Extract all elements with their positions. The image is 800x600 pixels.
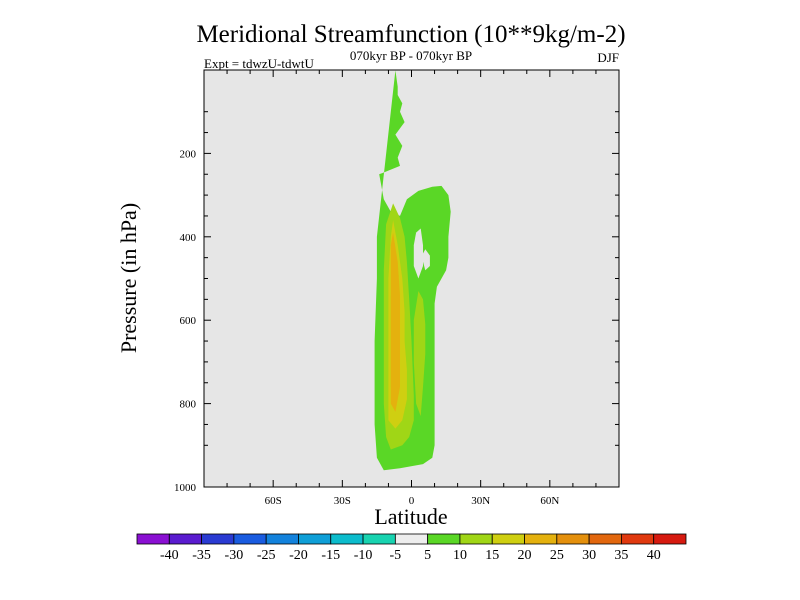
y-axis-label: Pressure (in hPa) xyxy=(116,203,141,353)
y-tick-label: 800 xyxy=(180,399,197,411)
axis-tick-labels: 60S 30S 0 30N 60N 200 400 600 800 1000 xyxy=(174,148,559,507)
colorbar-label: 30 xyxy=(582,548,596,563)
x-tick-label: 30N xyxy=(471,495,490,507)
colorbar-label: 20 xyxy=(518,548,532,563)
x-tick-label: 30S xyxy=(334,495,351,507)
colorbar-swatch xyxy=(459,533,493,545)
colorbar-label: -10 xyxy=(354,548,373,563)
contour-region-4 xyxy=(413,291,426,417)
colorbar-swatch xyxy=(491,533,525,545)
colorbar-swatch xyxy=(201,533,235,545)
colorbar-swatch xyxy=(524,533,558,545)
colorbar-swatch xyxy=(136,533,170,545)
colorbar-label: -20 xyxy=(289,548,308,563)
colorbar-swatch xyxy=(621,533,655,545)
colorbar: -40 -35 -30 -25 -20 -15 -10 -5 5 10 15 20 25 30 35 40 xyxy=(136,533,687,563)
y-tick-label: 400 xyxy=(180,232,197,244)
colorbar-label: -25 xyxy=(257,548,276,563)
colorbar-swatch xyxy=(588,533,622,545)
experiment-label: Expt = tdwzU-tdwtU xyxy=(204,56,314,71)
y-tick-label: 200 xyxy=(180,148,197,160)
x-tick-label: 0 xyxy=(409,495,415,507)
x-tick-label: 60S xyxy=(265,495,282,507)
axis-ticks xyxy=(204,70,619,487)
colorbar-label: -35 xyxy=(192,548,211,563)
colorbar-label: -5 xyxy=(390,548,402,563)
contour-fill-group xyxy=(374,70,451,471)
y-tick-label: 1000 xyxy=(174,482,197,494)
colorbar-swatch xyxy=(362,533,396,545)
colorbar-label: 15 xyxy=(485,548,499,563)
colorbar-swatch xyxy=(298,533,332,545)
colorbar-swatch xyxy=(168,533,202,545)
x-tick-label: 60N xyxy=(540,495,559,507)
colorbar-swatch xyxy=(394,533,429,545)
colorbar-swatch xyxy=(330,533,364,545)
colorbar-label: 25 xyxy=(550,548,564,563)
x-axis-label: Latitude xyxy=(374,504,447,529)
contour-region-6 xyxy=(423,249,430,271)
colorbar-swatch xyxy=(556,533,590,545)
colorbar-label: 10 xyxy=(453,548,467,563)
colorbar-swatch xyxy=(233,533,267,545)
contour-region-3 xyxy=(390,232,400,412)
chart-title: Meridional Streamfunction (10**9kg/m-2) xyxy=(196,21,625,48)
colorbar-swatch xyxy=(653,533,687,545)
contour-region-5 xyxy=(413,228,423,279)
colorbar-label: 5 xyxy=(424,548,431,563)
colorbar-swatch xyxy=(265,533,299,545)
colorbar-label: -40 xyxy=(160,548,179,563)
season-label: DJF xyxy=(597,50,619,65)
colorbar-label: 35 xyxy=(614,548,628,563)
colorbar-label: 40 xyxy=(647,548,661,563)
y-tick-label: 600 xyxy=(180,315,197,327)
colorbar-label: -30 xyxy=(225,548,244,563)
colorbar-label: -15 xyxy=(321,548,340,563)
colorbar-swatch xyxy=(427,533,461,545)
chart-subtitle: 070kyr BP - 070kyr BP xyxy=(350,48,472,63)
